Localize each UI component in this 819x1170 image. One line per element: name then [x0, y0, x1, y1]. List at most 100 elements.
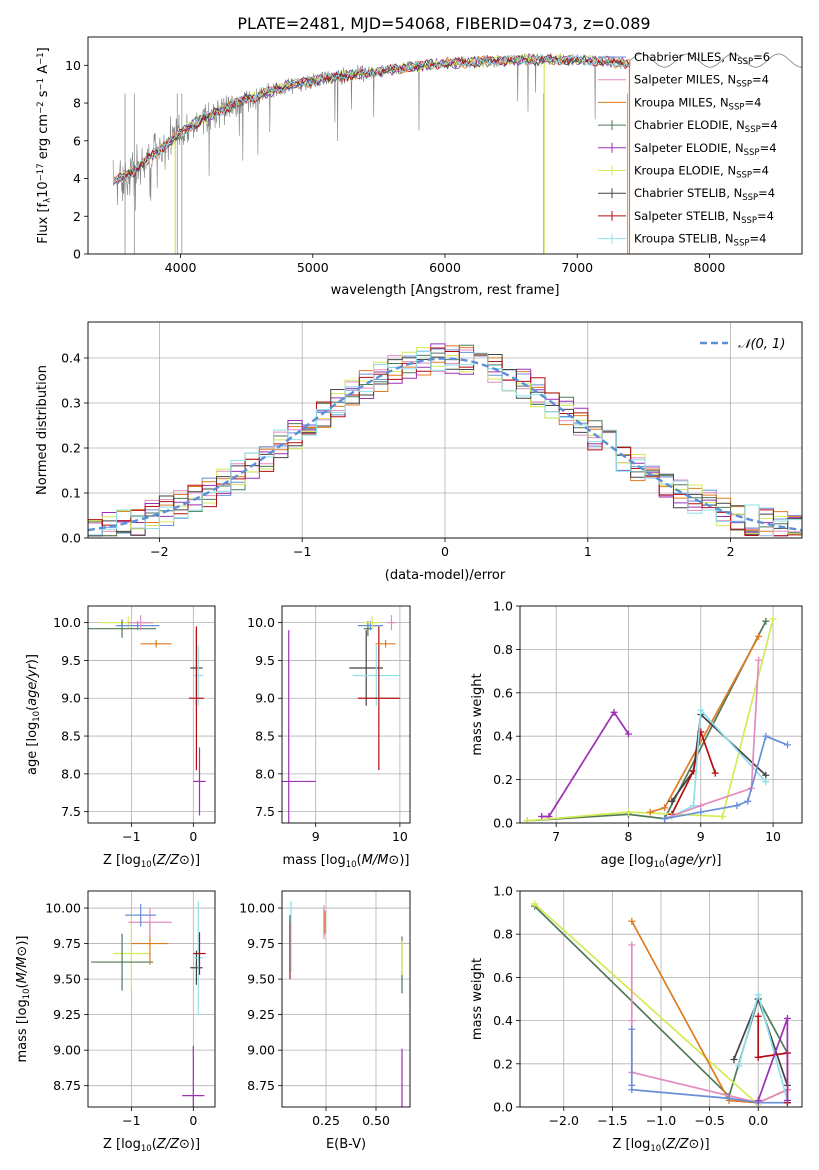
weight-series — [661, 732, 792, 823]
y-tick-label: 9.25 — [247, 1007, 275, 1022]
y-tick-label: 0.2 — [493, 772, 513, 787]
x-tick-label: 9 — [697, 829, 705, 844]
data-point — [762, 778, 770, 786]
data-point — [697, 802, 705, 810]
data-point — [755, 656, 763, 664]
y-tick-label: 9.0 — [61, 691, 81, 706]
errorbar-point — [128, 908, 172, 937]
axes-frame — [519, 890, 803, 1108]
y-axis-label: age [log10(age/yr)] — [25, 654, 42, 775]
errorbar-point — [352, 645, 400, 706]
y-axis-label: Normed distribution — [35, 365, 50, 495]
errorbar-point — [190, 950, 203, 985]
series-line — [541, 710, 630, 818]
mass-vs-ebv-panel: 0.25 0.50 8.75 9.00 9.25 9.50 9.75 10.00 E(B-V) — [239, 890, 411, 1152]
x-tick-label: −1 — [122, 829, 140, 844]
y-tick-label: 9.50 — [53, 972, 81, 987]
y-tick-label: 0.3 — [61, 396, 81, 411]
series-line — [527, 620, 767, 822]
y-tick-label: 7.5 — [255, 804, 275, 819]
errorbar-point — [357, 626, 400, 771]
data-point — [624, 730, 632, 738]
data-point — [762, 771, 770, 779]
errorbar-point — [88, 619, 157, 638]
legend-label: Salpeter MILES, NSSP=4 — [634, 73, 769, 90]
y-tick-label: 8.75 — [247, 1078, 275, 1093]
y-tick-label: 0.6 — [493, 970, 513, 985]
x-axis-label: E(B-V) — [326, 1137, 366, 1152]
errorbar-point — [193, 747, 206, 816]
data-point — [718, 812, 726, 820]
y-axis-label: mass weight — [470, 673, 485, 755]
data-point — [624, 808, 632, 816]
x-tick-label: 0 — [189, 829, 197, 844]
x-tick-label: 9 — [312, 829, 320, 844]
x-tick-label: 8 — [624, 829, 632, 844]
errorbar-point — [91, 933, 154, 991]
y-tick-label: 8.5 — [61, 729, 81, 744]
data-point — [769, 615, 777, 623]
y-tick-label: 4 — [73, 171, 81, 186]
data-point — [754, 991, 762, 999]
y-tick-label: 6 — [73, 133, 81, 148]
legend-label: Salpeter STELIB, NSSP=4 — [634, 209, 774, 226]
y-tick-label: 0.4 — [61, 351, 81, 366]
y-tick-label: 1.0 — [493, 884, 513, 899]
data-point — [661, 804, 669, 812]
weight-series — [730, 995, 791, 1089]
x-tick-label: −1.5 — [597, 1113, 627, 1128]
data-point — [628, 941, 636, 949]
data-point — [661, 815, 669, 823]
y-tick-label: 1.0 — [493, 599, 513, 614]
y-tick-label: 10.00 — [239, 901, 275, 916]
x-tick-label: −1 — [122, 1113, 140, 1128]
spectrum-legend: Chabrier MILES, NSSP=6 Salpeter MILES, NS… — [598, 50, 778, 249]
legend-label: Kroupa MILES, NSSP=4 — [634, 95, 761, 112]
y-tick-label: 10.0 — [53, 615, 81, 630]
y-tick-label: 8.0 — [61, 766, 81, 781]
y-tick-label: 8 — [73, 96, 81, 111]
x-tick-label: 7 — [552, 829, 560, 844]
y-tick-label: 0.4 — [493, 1013, 513, 1028]
weight-series — [754, 1014, 791, 1105]
errorbar-point — [193, 900, 204, 1015]
x-axis-label: mass [log10(M/M⊙)] — [283, 853, 410, 870]
mass-vs-metallicity-panel: −1 0 8.75 9.00 9.25 9.50 9.75 10.00 Z [log10(Z/Z… — [15, 890, 216, 1154]
figure-title: PLATE=2481, MJD=54068, FIBERID=0473, z=0… — [237, 14, 650, 33]
y-tick-label: 10.00 — [45, 901, 81, 916]
errorbar-point — [128, 615, 154, 631]
legend-label: Salpeter ELODIE, NSSP=4 — [634, 141, 777, 158]
errorbar-point — [349, 630, 384, 706]
y-tick-label: 0.0 — [61, 531, 81, 546]
data-point — [744, 797, 752, 805]
normal-curve — [88, 357, 802, 532]
plot-area — [91, 900, 206, 1107]
x-tick-label: 0 — [441, 544, 449, 559]
x-tick-label: 6000 — [429, 260, 461, 275]
x-axis-label: (data-model)/error — [385, 568, 506, 583]
legend-label: 𝒩(0, 1) — [738, 337, 785, 352]
x-tick-label: 2 — [727, 544, 735, 559]
axes-frame — [519, 605, 803, 824]
data-point — [628, 917, 636, 925]
weight-vs-age-panel: 7 8 9 10 0.0 0.2 0.4 0.6 0.8 1.0 age [log10(age/yr… — [470, 599, 803, 870]
errorbar-point — [112, 918, 150, 990]
errorbar-point — [375, 640, 396, 648]
x-tick-label: 1 — [584, 544, 592, 559]
errorbar-point — [125, 903, 157, 927]
y-tick-label: 7.5 — [61, 804, 81, 819]
data-point — [697, 706, 705, 714]
series-line — [671, 708, 767, 818]
y-tick-label: 0.4 — [493, 729, 513, 744]
data-point — [730, 1055, 738, 1063]
plot-area — [88, 615, 206, 816]
series-line — [630, 1029, 788, 1104]
series-line — [664, 735, 788, 820]
data-point — [531, 900, 539, 908]
residuals-panel: −2 −1 0 1 2 0.0 0.1 0.2 0.3 0.4 𝒩(0, 1) (data-model… — [35, 321, 803, 583]
y-tick-label: 0.0 — [493, 816, 513, 831]
y-tick-label: 10 — [65, 58, 81, 73]
y-tick-label: 0.8 — [493, 642, 513, 657]
x-axis-label: wavelength [Angstrom, rest frame] — [331, 283, 560, 298]
data-point — [697, 808, 705, 816]
